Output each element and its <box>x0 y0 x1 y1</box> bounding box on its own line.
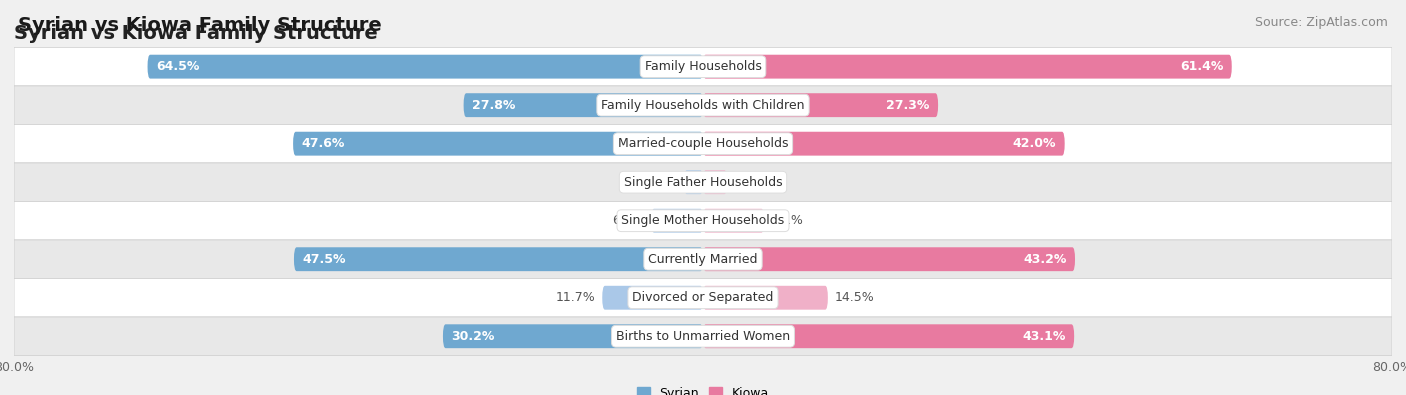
FancyBboxPatch shape <box>14 86 1392 124</box>
Legend: Syrian, Kiowa: Syrian, Kiowa <box>633 382 773 395</box>
FancyBboxPatch shape <box>703 324 1074 348</box>
Text: 27.3%: 27.3% <box>886 99 929 112</box>
FancyBboxPatch shape <box>685 170 703 194</box>
FancyBboxPatch shape <box>464 93 703 117</box>
FancyBboxPatch shape <box>602 286 703 310</box>
Text: Syrian vs Kiowa Family Structure: Syrian vs Kiowa Family Structure <box>18 16 382 35</box>
FancyBboxPatch shape <box>703 247 1076 271</box>
Text: 43.2%: 43.2% <box>1024 253 1066 266</box>
FancyBboxPatch shape <box>651 209 703 233</box>
Text: Currently Married: Currently Married <box>648 253 758 266</box>
Text: Married-couple Households: Married-couple Households <box>617 137 789 150</box>
Text: 47.6%: 47.6% <box>302 137 344 150</box>
Text: Single Mother Households: Single Mother Households <box>621 214 785 227</box>
Text: 47.5%: 47.5% <box>302 253 346 266</box>
Text: 7.1%: 7.1% <box>770 214 803 227</box>
Text: 42.0%: 42.0% <box>1012 137 1056 150</box>
Text: 2.8%: 2.8% <box>734 176 766 189</box>
Text: 11.7%: 11.7% <box>555 291 595 304</box>
FancyBboxPatch shape <box>292 132 703 156</box>
FancyBboxPatch shape <box>14 201 1392 240</box>
FancyBboxPatch shape <box>14 124 1392 163</box>
Text: 14.5%: 14.5% <box>835 291 875 304</box>
FancyBboxPatch shape <box>14 240 1392 278</box>
FancyBboxPatch shape <box>294 247 703 271</box>
Text: Births to Unmarried Women: Births to Unmarried Women <box>616 330 790 343</box>
Text: Divorced or Separated: Divorced or Separated <box>633 291 773 304</box>
FancyBboxPatch shape <box>443 324 703 348</box>
Text: 6.0%: 6.0% <box>613 214 644 227</box>
FancyBboxPatch shape <box>14 163 1392 201</box>
Text: 64.5%: 64.5% <box>156 60 200 73</box>
FancyBboxPatch shape <box>703 209 763 233</box>
FancyBboxPatch shape <box>14 47 1392 86</box>
Text: 27.8%: 27.8% <box>472 99 516 112</box>
FancyBboxPatch shape <box>703 170 727 194</box>
Text: Single Father Households: Single Father Households <box>624 176 782 189</box>
Text: Syrian vs Kiowa Family Structure: Syrian vs Kiowa Family Structure <box>14 24 378 43</box>
FancyBboxPatch shape <box>14 278 1392 317</box>
Text: 30.2%: 30.2% <box>451 330 495 343</box>
FancyBboxPatch shape <box>703 55 1232 79</box>
FancyBboxPatch shape <box>703 132 1064 156</box>
FancyBboxPatch shape <box>14 317 1392 356</box>
Text: Source: ZipAtlas.com: Source: ZipAtlas.com <box>1254 16 1388 29</box>
Text: 43.1%: 43.1% <box>1022 330 1066 343</box>
Text: 61.4%: 61.4% <box>1180 60 1223 73</box>
FancyBboxPatch shape <box>148 55 703 79</box>
FancyBboxPatch shape <box>703 286 828 310</box>
Text: Family Households with Children: Family Households with Children <box>602 99 804 112</box>
FancyBboxPatch shape <box>703 93 938 117</box>
Text: 2.2%: 2.2% <box>645 176 678 189</box>
Text: Family Households: Family Households <box>644 60 762 73</box>
